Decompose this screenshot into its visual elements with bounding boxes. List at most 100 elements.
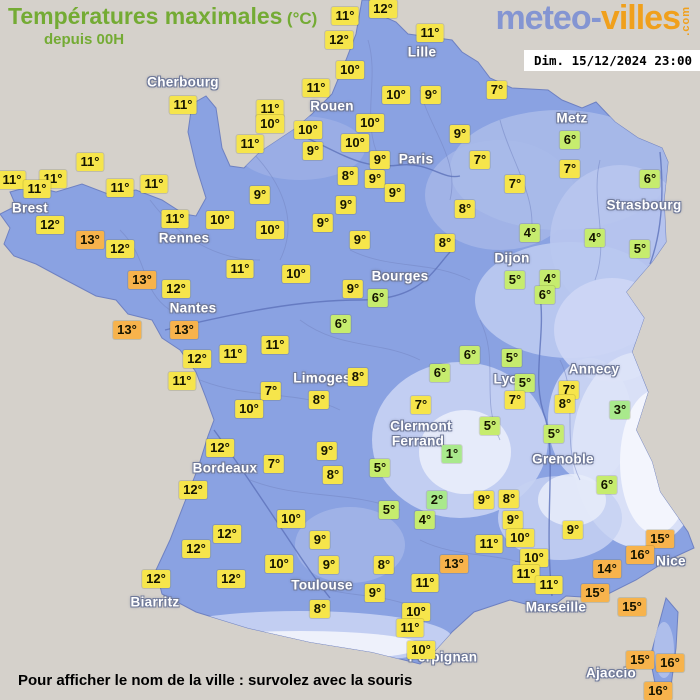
temp-label: 11° <box>76 153 104 171</box>
temp-label: 12° <box>213 525 241 543</box>
temp-label: 8° <box>337 167 359 185</box>
temp-label: 8° <box>308 391 330 409</box>
temp-label: 9° <box>384 184 406 202</box>
temp-label: 5° <box>369 459 391 477</box>
temp-label: 10° <box>506 529 534 547</box>
temp-label: 7° <box>486 81 508 99</box>
temp-label: 7° <box>504 175 526 193</box>
city-label: Rennes <box>158 230 210 246</box>
temp-label: 5° <box>629 240 651 258</box>
temp-label: 8° <box>434 234 456 252</box>
temp-label: 8° <box>347 368 369 386</box>
temp-label: 9° <box>369 151 391 169</box>
temp-label: 5° <box>378 501 400 519</box>
meteo-villes-logo[interactable]: meteo- villes .com <box>495 0 692 37</box>
temp-label: 7° <box>504 391 526 409</box>
temp-label: 10° <box>256 115 284 133</box>
city-label: Ferrand <box>391 433 445 449</box>
temp-label: 15° <box>581 584 609 602</box>
temp-label: 11° <box>23 180 51 198</box>
temp-label: 15° <box>618 598 646 616</box>
temp-label: 16° <box>626 546 654 564</box>
temp-label: 11° <box>396 619 424 637</box>
temp-label: 12° <box>217 570 245 588</box>
temp-label: 8° <box>454 200 476 218</box>
temp-label: 8° <box>322 466 344 484</box>
temp-label: 12° <box>179 481 207 499</box>
temp-label: 10° <box>336 61 364 79</box>
temp-label: 11° <box>236 135 264 153</box>
temp-label: 12° <box>206 439 234 457</box>
temp-label: 5° <box>504 271 526 289</box>
title-unit: (°C) <box>286 9 318 28</box>
temp-label: 8° <box>309 600 331 618</box>
temp-label: 8° <box>373 556 395 574</box>
temp-label: 10° <box>256 221 284 239</box>
temp-label: 11° <box>256 100 284 118</box>
temp-label: 9° <box>364 584 386 602</box>
temp-label: 7° <box>263 455 285 473</box>
temp-label: 6° <box>459 346 481 364</box>
temp-label: 2° <box>426 491 448 509</box>
city-label: Bordeaux <box>192 460 258 476</box>
temp-label: 3° <box>609 401 631 419</box>
temp-label: 11° <box>416 24 444 42</box>
city-label: Cherbourg <box>147 74 219 90</box>
temp-label: 10° <box>294 121 322 139</box>
temp-label: 7° <box>469 151 491 169</box>
temp-label: 11° <box>475 535 503 553</box>
city-label: Nantes <box>169 300 217 316</box>
temp-label: 14° <box>593 560 621 578</box>
temp-label: 6° <box>330 315 352 333</box>
footer-hint: Pour afficher le nom de la ville : survo… <box>18 672 413 689</box>
temp-label: 4° <box>519 224 541 242</box>
city-label: Clermont <box>390 418 452 434</box>
temp-label: 12° <box>36 216 64 234</box>
temp-label: 10° <box>282 265 310 283</box>
city-label: Lille <box>407 44 437 60</box>
city-label: Bourges <box>371 268 429 284</box>
temp-label: 12° <box>106 240 134 258</box>
temp-label: 9° <box>249 186 271 204</box>
city-label: Brest <box>11 200 49 216</box>
city-label: Grenoble <box>532 451 594 467</box>
temp-label: 5° <box>479 417 501 435</box>
city-label: Strasbourg <box>606 197 682 213</box>
temp-label: 11° <box>0 171 26 189</box>
temp-label: 6° <box>639 170 661 188</box>
temp-label: 15° <box>646 530 674 548</box>
temp-label: 6° <box>429 364 451 382</box>
city-label: Limoges <box>293 370 351 386</box>
page-title: Températures maximales <box>8 3 283 29</box>
temp-label: 12° <box>162 280 190 298</box>
temp-label: 15° <box>626 651 654 669</box>
temp-label: 12° <box>142 570 170 588</box>
temp-label: 7° <box>558 381 580 399</box>
temp-label: 11° <box>161 210 189 228</box>
temp-label: 10° <box>235 400 263 418</box>
temp-label: 16° <box>656 654 684 672</box>
temp-label: 9° <box>364 170 386 188</box>
city-label: Marseille <box>525 599 587 615</box>
city-label: Nice <box>656 553 686 569</box>
city-label: Toulouse <box>291 577 353 593</box>
temp-label: 10° <box>356 114 384 132</box>
temp-label: 5° <box>543 425 565 443</box>
temp-label: 6° <box>534 286 556 304</box>
temp-label: 10° <box>206 211 234 229</box>
temp-label: 5° <box>501 349 523 367</box>
temp-label: 9° <box>473 491 495 509</box>
temp-label: 9° <box>562 521 584 539</box>
city-label: Annecy <box>568 361 620 377</box>
temp-label: 9° <box>309 531 331 549</box>
temp-label: 7° <box>260 382 282 400</box>
temp-label: 9° <box>335 196 357 214</box>
temp-label: 13° <box>440 555 468 573</box>
temp-label: 11° <box>106 179 134 197</box>
temp-label: 11° <box>331 7 359 25</box>
temp-label: 9° <box>316 442 338 460</box>
temp-label: 11° <box>535 576 563 594</box>
temp-label: 11° <box>261 336 289 354</box>
temp-label: 9° <box>349 231 371 249</box>
